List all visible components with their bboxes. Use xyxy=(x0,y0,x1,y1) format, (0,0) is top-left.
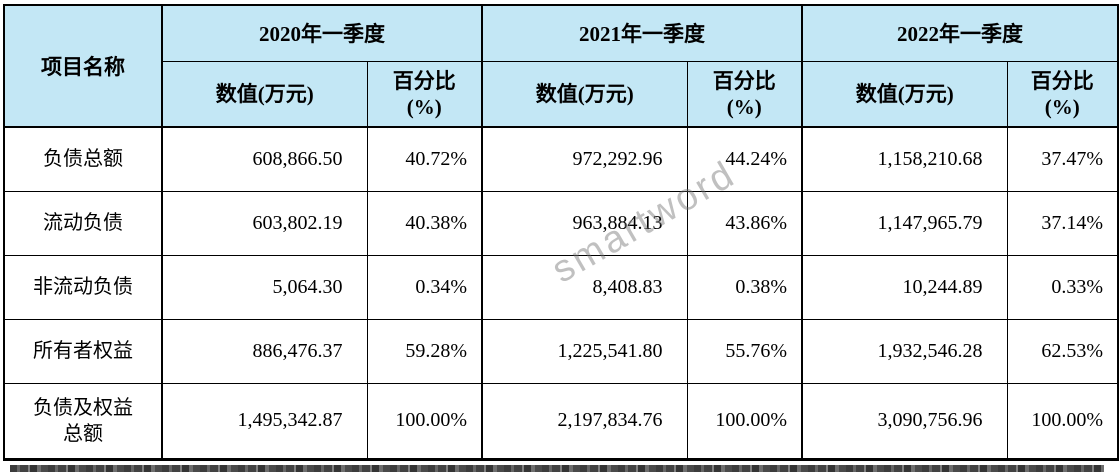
year-header-row: 项目名称 2020年一季度 2021年一季度 2022年一季度 xyxy=(3,4,1119,128)
corner-header: 项目名称 xyxy=(3,4,163,128)
year-header-2021: 2021年一季度 xyxy=(481,4,803,62)
value-cell: 5,064.30 xyxy=(161,254,368,320)
percent-cell: 43.86% xyxy=(686,190,803,256)
row-label: 负债总额 xyxy=(3,126,163,192)
percent-cell: 100.00% xyxy=(1006,382,1119,460)
sub-header-row: 数值(万元) 百分比 (%) 数值(万元) 百分比 (%) 数值(万元) 百分比… xyxy=(4,60,1119,128)
percent-cell: 59.28% xyxy=(366,318,483,384)
percent-cell: 37.47% xyxy=(1006,126,1119,192)
percent-header-line2: (%) xyxy=(726,94,762,119)
value-cell: 608,866.50 xyxy=(161,126,368,192)
value-cell: 1,932,546.28 xyxy=(801,318,1008,384)
percent-cell: 0.33% xyxy=(1006,254,1119,320)
value-cell: 1,225,541.80 xyxy=(481,318,688,384)
value-cell: 3,090,756.96 xyxy=(801,382,1008,460)
percent-cell: 40.38% xyxy=(366,190,483,256)
value-cell: 2,197,834.76 xyxy=(481,382,688,460)
value-cell: 1,158,210.68 xyxy=(801,126,1008,192)
percent-cell: 37.14% xyxy=(1006,190,1119,256)
percent-header-line2: (%) xyxy=(406,94,442,119)
percent-cell: 62.53% xyxy=(1006,318,1119,384)
percent-header-2020: 百分比 (%) xyxy=(366,60,483,128)
financial-table: 项目名称 2020年一季度 2021年一季度 2022年一季度 数值(万元) 百… xyxy=(3,4,1119,461)
percent-header-2021: 百分比 (%) xyxy=(686,60,803,128)
percent-header-2022: 百分比 (%) xyxy=(1006,60,1119,128)
cutoff-text-strip xyxy=(10,465,1104,472)
percent-cell: 100.00% xyxy=(686,382,803,460)
year-header-2020: 2020年一季度 xyxy=(161,4,483,62)
value-header-2022: 数值(万元) xyxy=(801,60,1008,128)
value-header-2021: 数值(万元) xyxy=(481,60,688,128)
value-cell: 963,884.13 xyxy=(481,190,688,256)
table-row: 负债总额 608,866.50 40.72% 972,292.96 44.24%… xyxy=(3,126,1119,192)
value-cell: 1,147,965.79 xyxy=(801,190,1008,256)
percent-cell: 0.34% xyxy=(366,254,483,320)
value-cell: 886,476.37 xyxy=(161,318,368,384)
table-row: 流动负债 603,802.19 40.38% 963,884.13 43.86%… xyxy=(3,190,1119,256)
row-label: 所有者权益 xyxy=(3,318,163,384)
table-row: 负债及权益 总额 1,495,342.87 100.00% 2,197,834.… xyxy=(3,382,1119,460)
percent-cell: 44.24% xyxy=(686,126,803,192)
value-cell: 8,408.83 xyxy=(481,254,688,320)
value-cell: 603,802.19 xyxy=(161,190,368,256)
percent-header-line2: (%) xyxy=(1044,94,1080,119)
table-row: 所有者权益 886,476.37 59.28% 1,225,541.80 55.… xyxy=(3,318,1119,384)
percent-cell: 40.72% xyxy=(366,126,483,192)
percent-header-line1: 百分比 xyxy=(1030,68,1094,93)
table-row: 非流动负债 5,064.30 0.34% 8,408.83 0.38% 10,2… xyxy=(3,254,1119,320)
value-cell: 10,244.89 xyxy=(801,254,1008,320)
percent-header-line1: 百分比 xyxy=(392,68,456,93)
year-header-2022: 2022年一季度 xyxy=(801,4,1119,62)
value-cell: 1,495,342.87 xyxy=(161,382,368,460)
value-header-2020: 数值(万元) xyxy=(161,60,368,128)
percent-cell: 100.00% xyxy=(366,382,483,460)
row-label: 流动负债 xyxy=(3,190,163,256)
percent-header-line1: 百分比 xyxy=(712,68,776,93)
value-cell: 972,292.96 xyxy=(481,126,688,192)
row-label: 负债及权益 总额 xyxy=(3,382,163,460)
percent-cell: 0.38% xyxy=(686,254,803,320)
percent-cell: 55.76% xyxy=(686,318,803,384)
row-label: 非流动负债 xyxy=(3,254,163,320)
